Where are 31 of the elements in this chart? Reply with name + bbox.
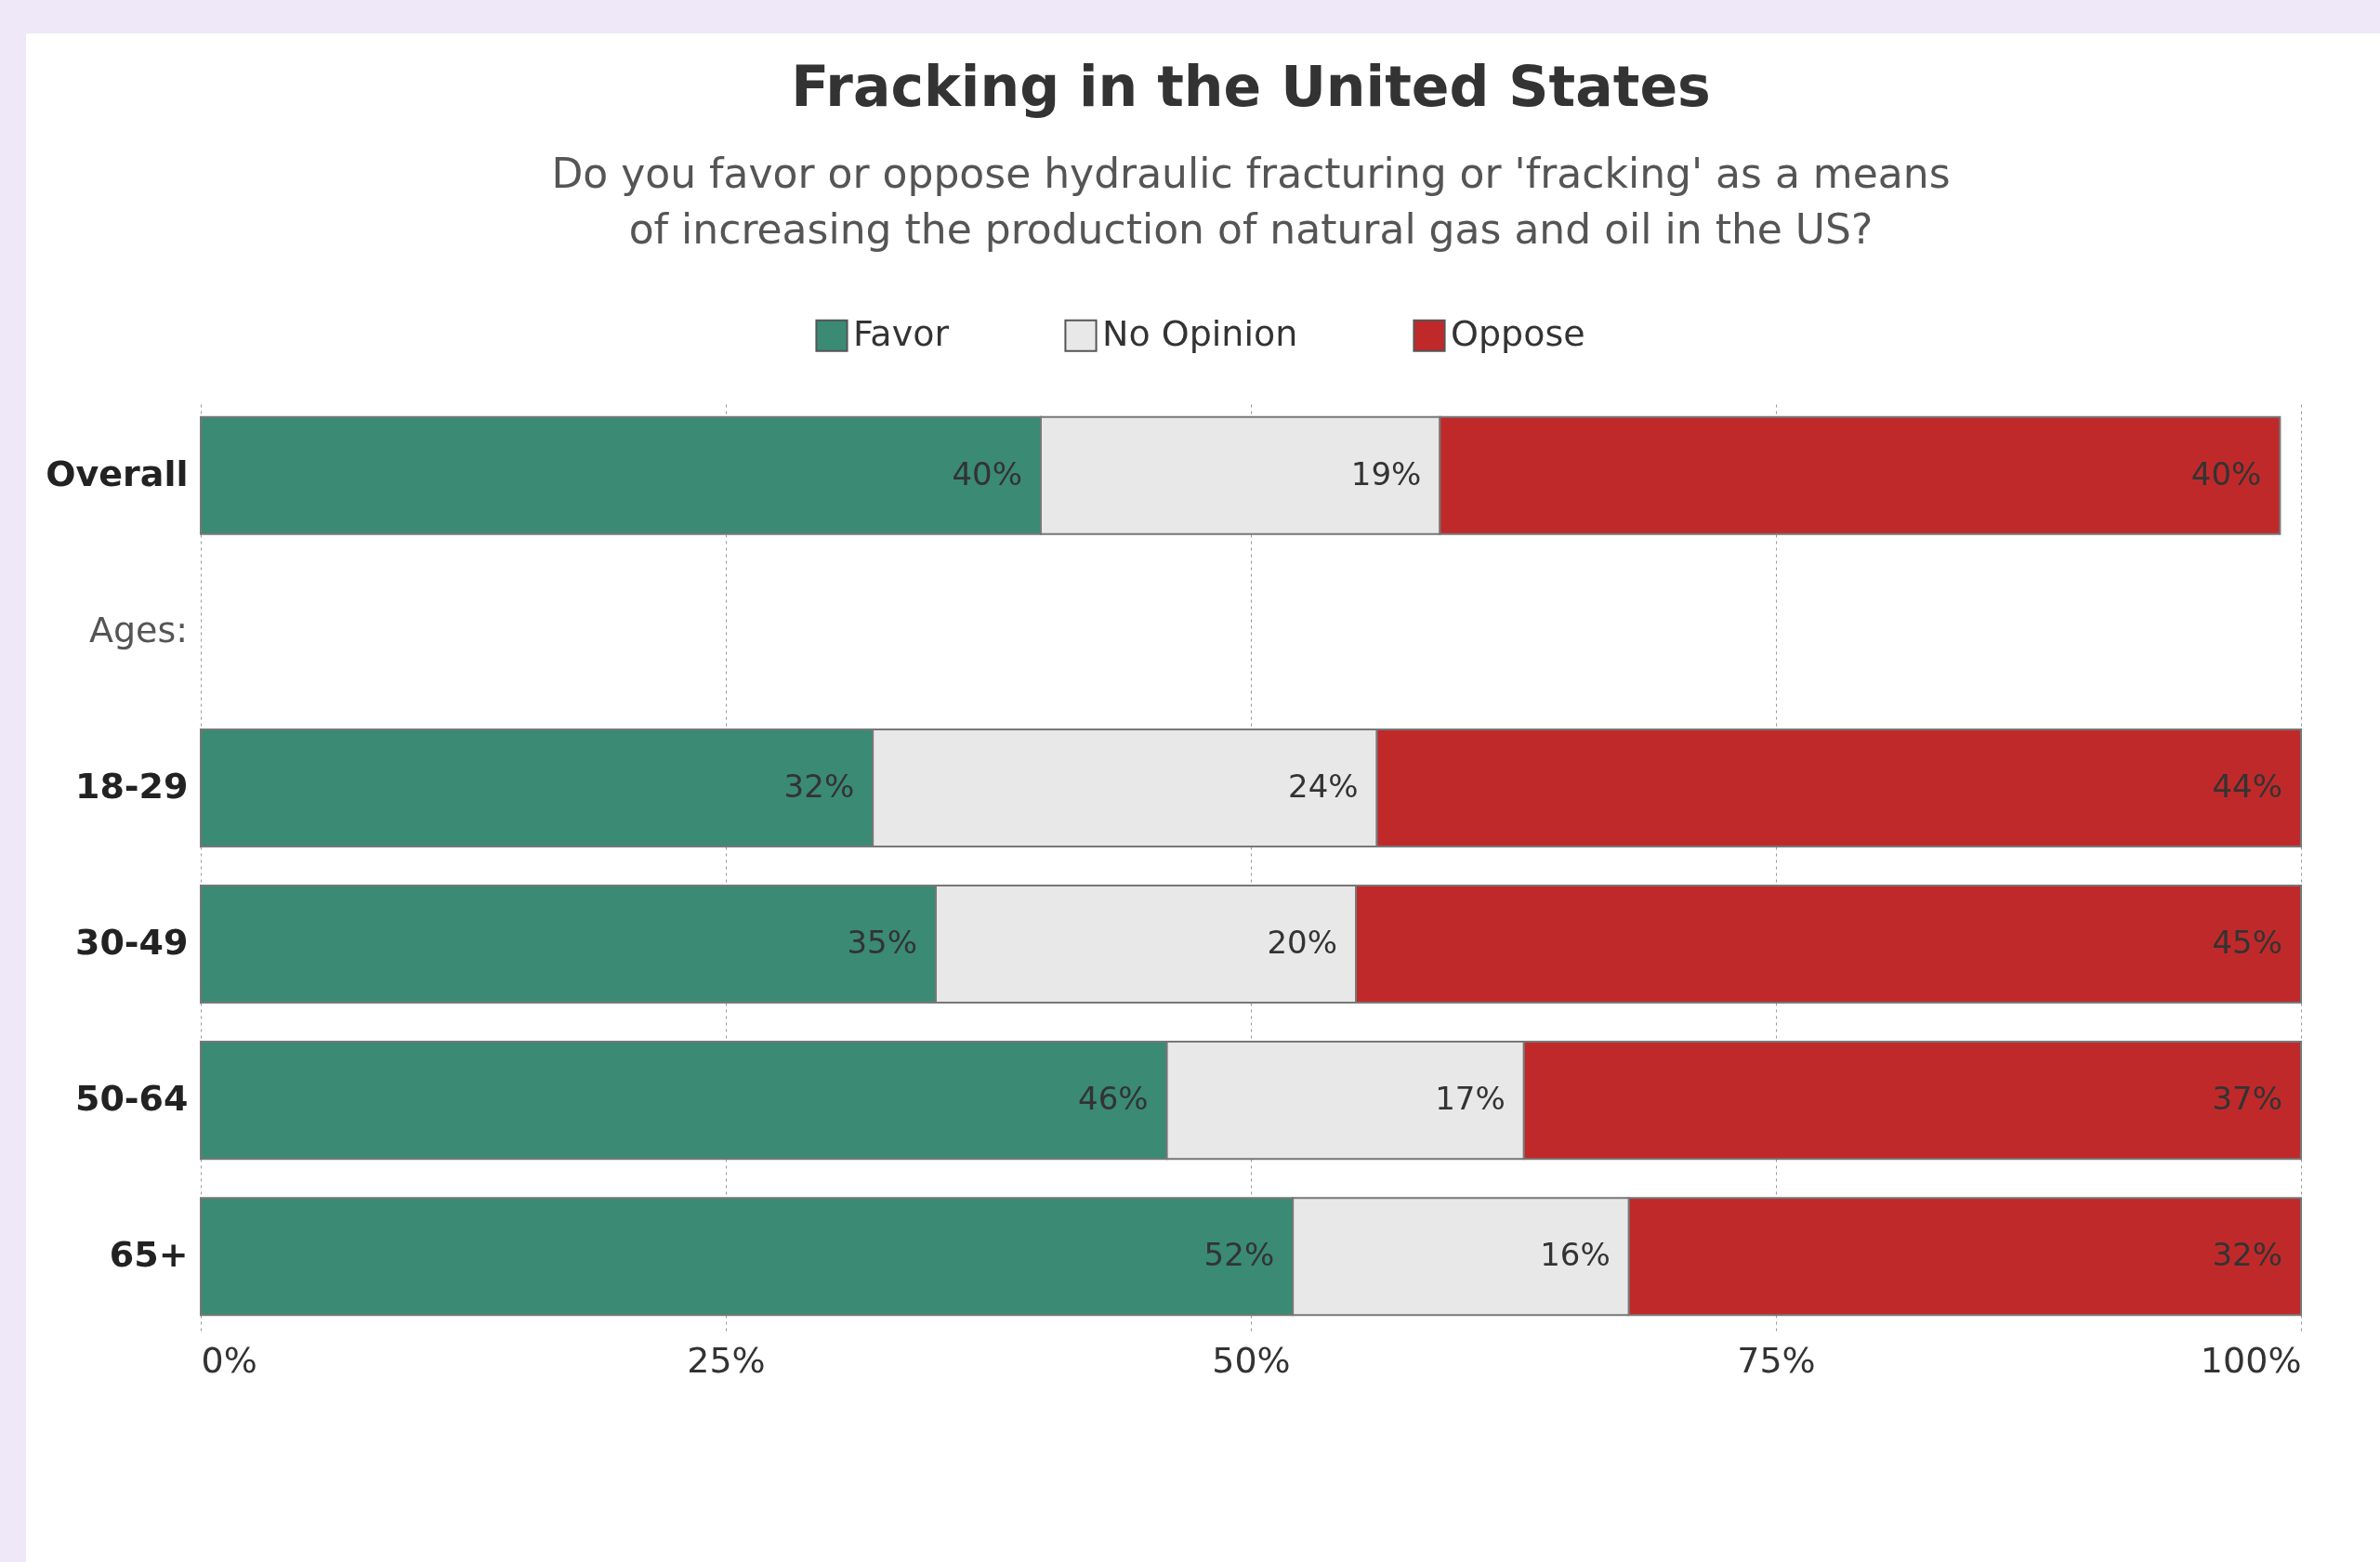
x-tick-label: 50% (1212, 1339, 1291, 1381)
y-tick-label: Overall (46, 453, 189, 494)
legend-label: Favor (853, 313, 950, 355)
legend-label: Oppose (1451, 313, 1585, 355)
x-tick-label: 25% (687, 1339, 766, 1381)
legend-label: No Opinion (1102, 313, 1298, 355)
data-label: 40% (2190, 454, 2262, 492)
data-label: 40% (952, 454, 1022, 492)
data-label: 35% (847, 924, 917, 962)
chart-subtitle: Do you favor or oppose hydraulic fracturing or 'fracking' as a means of increasing the production of natural gas and oil in the US? (551, 150, 1951, 253)
data-label: 46% (1078, 1080, 1149, 1118)
x-tick-label: 0% (201, 1339, 257, 1381)
x-tick-label: 75% (1737, 1339, 1816, 1381)
data-label: 44% (2212, 767, 2282, 805)
x-tick-label: 100% (2200, 1339, 2302, 1381)
data-label: 52% (1203, 1236, 1275, 1274)
y-tick-label: 30-49 (74, 922, 189, 964)
chart-title: Fracking in the United States (791, 54, 1711, 119)
data-label: 24% (1288, 767, 1359, 805)
y-tick-label: 18-29 (74, 765, 189, 807)
data-label: 32% (2212, 1236, 2282, 1274)
data-label: 19% (1350, 454, 1422, 492)
data-label: 37% (2212, 1080, 2282, 1118)
text: Ages: (88, 609, 188, 650)
data-label: 45% (2212, 924, 2282, 962)
data-label: 20% (1267, 924, 1337, 962)
y-tick-label: 50-64 (74, 1078, 189, 1120)
data-label: 16% (1540, 1236, 1611, 1274)
y-tick-label: 65+ (109, 1234, 189, 1276)
data-label: 32% (783, 767, 855, 805)
data-label: 17% (1435, 1080, 1506, 1118)
